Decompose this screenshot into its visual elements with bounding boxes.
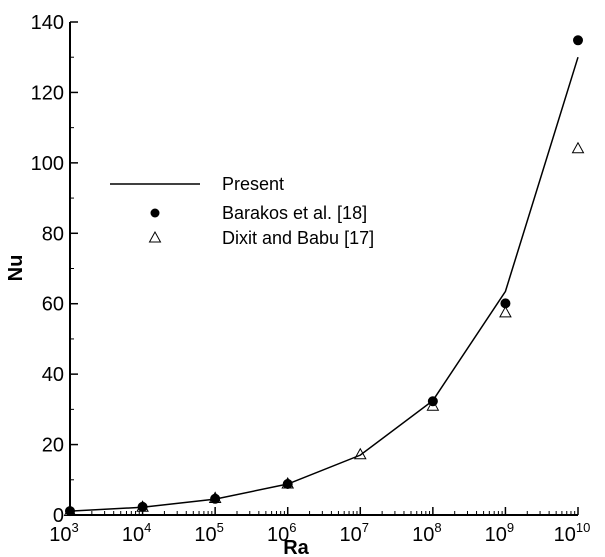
data-point-dixit	[63, 504, 77, 516]
x-axis-label: Ra	[283, 537, 309, 557]
data-point-dixit	[571, 141, 585, 154]
data-point-dixit	[499, 305, 512, 318]
data-point-dixit	[208, 491, 222, 503]
y-tick-label: 40	[42, 364, 64, 386]
data-point-dixit	[353, 447, 367, 460]
x-tick-label: 107	[340, 520, 369, 546]
data-point-barakos	[500, 298, 511, 309]
y-tick-label: 0	[53, 505, 64, 527]
y-tick-label: 140	[31, 12, 64, 34]
data-point-dixit	[426, 399, 440, 411]
legend-label-present: Present	[222, 174, 284, 194]
legend-label-barakos: Barakos et al. [18]	[222, 203, 367, 223]
series-line-present	[69, 56, 579, 512]
x-tick-label: 1010	[554, 520, 591, 546]
y-tick-label: 20	[42, 435, 64, 457]
legend-marker-dixit	[148, 230, 162, 243]
legend-marker-barakos	[150, 208, 160, 218]
y-axis-label: Nu	[5, 255, 27, 282]
plot-frame	[69, 22, 578, 516]
y-tick-label: 100	[31, 153, 64, 175]
data-point-dixit	[136, 500, 149, 512]
legend-label-dixit: Dixit and Babu [17]	[222, 228, 374, 248]
data-point-barakos	[282, 479, 293, 490]
data-point-barakos	[137, 501, 148, 512]
x-ticks: 103 104 105 106 107 108 109 1010	[49, 507, 590, 546]
y-tick-label: 80	[42, 223, 64, 245]
y-ticks: 0 20 40 60 80 100 120 140	[31, 12, 78, 527]
data-point-dixit	[281, 476, 295, 489]
x-tick-label: 109	[485, 520, 514, 546]
series-layer	[63, 35, 585, 517]
legend: Present Barakos et al. [18] Dixit and Ba…	[110, 174, 374, 248]
data-point-barakos	[65, 506, 75, 517]
x-tick-label: 108	[412, 520, 441, 546]
data-point-barakos	[427, 396, 438, 407]
x-tick-label: 104	[122, 520, 151, 546]
x-tick-label: 106	[267, 520, 296, 546]
data-point-barakos	[573, 35, 583, 46]
x-tick-label: 103	[49, 520, 78, 546]
x-tick-label: 105	[194, 520, 223, 546]
y-tick-label: 60	[42, 294, 64, 316]
y-tick-label: 120	[31, 82, 64, 104]
